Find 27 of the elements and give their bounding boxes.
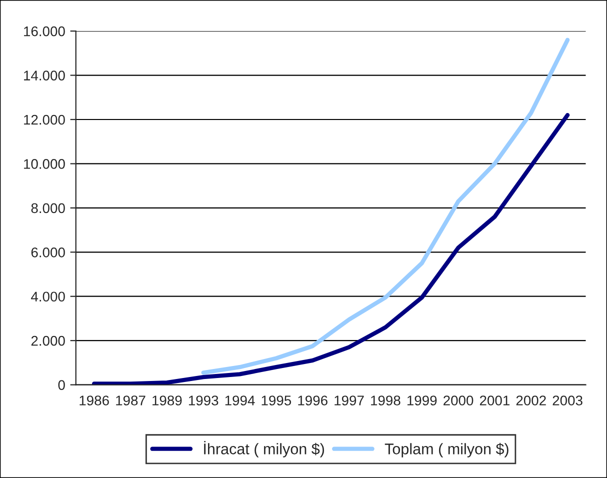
legend-label: İhracat ( milyon $) (204, 440, 324, 458)
line-series (201, 38, 570, 375)
x-tick-label: 1986 (80, 396, 109, 406)
y-tick-label: 16.000 (24, 26, 65, 36)
x-tick-label: 2002 (516, 396, 546, 406)
y-tick-label: 12.000 (24, 114, 65, 125)
y-tick-label: 2.000 (31, 336, 65, 346)
x-tick-label: 1995 (262, 396, 292, 406)
x-tick-label: 2000 (444, 396, 474, 406)
line-series (92, 112, 570, 385)
x-tick-label: 1996 (298, 396, 328, 406)
x-tick-label: 1989 (152, 396, 182, 406)
x-tick-label: 1999 (407, 396, 437, 406)
y-tick-label: 4.000 (31, 292, 65, 302)
x-tick-label: 2003 (552, 396, 582, 406)
y-tick-label: 0 (58, 380, 65, 390)
x-tick-label: 2001 (480, 396, 510, 406)
y-tick-label: 14.000 (24, 70, 65, 80)
y-tick-label: 8.000 (31, 203, 65, 214)
y-tick-label: 6.000 (31, 247, 65, 258)
y-tick-label: 10.000 (24, 159, 65, 169)
x-tick-label: 1998 (371, 396, 400, 406)
x-tick-label: 1987 (116, 396, 146, 406)
x-tick-label: 1997 (334, 396, 364, 406)
legend-label: Toplam ( milyon $) (384, 442, 508, 458)
x-tick-label: 1994 (225, 396, 255, 406)
x-tick-label: 1993 (188, 396, 218, 406)
